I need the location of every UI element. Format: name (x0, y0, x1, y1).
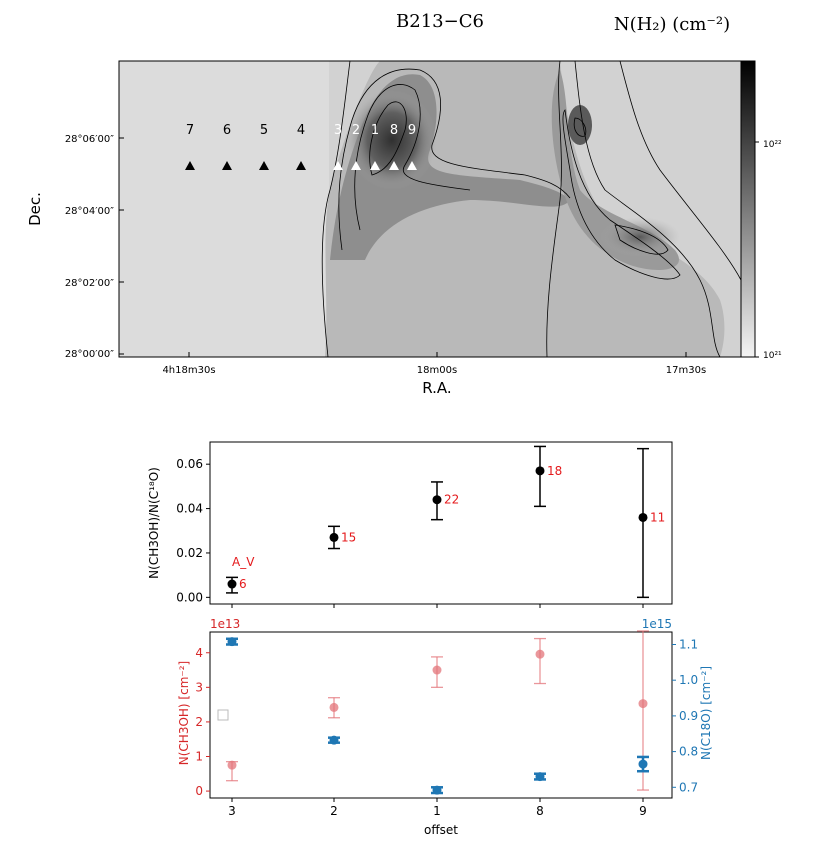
data-point (638, 759, 648, 769)
offset-marker-label: 1 (371, 123, 379, 138)
offset-axis-label: offset (424, 823, 458, 837)
ra-tick: 17m30s (666, 365, 706, 376)
offset-marker-label: 6 (223, 123, 231, 138)
right-y-tick-label: 1.0 (679, 673, 698, 687)
offset-marker (333, 161, 343, 170)
x-tick-label: 9 (639, 804, 647, 818)
offset-marker (185, 161, 195, 170)
map-panel: B213−C6 N(H₂) (cm⁻²) (26, 11, 782, 397)
left-scale-label: 1e13 (210, 617, 240, 631)
data-point (432, 495, 442, 505)
column-density-plot-area: 0 1 2 3 4 0.7 0.8 0.9 1.0 1.1 3 2 1 8 9 (195, 630, 698, 818)
offset-marker-label: 4 (297, 123, 305, 138)
data-point (535, 772, 545, 782)
data-point (329, 532, 339, 542)
av-value-label: 6 (239, 577, 247, 591)
offset-marker (351, 161, 361, 170)
data-point (535, 466, 545, 476)
left-y-tick-label: 2 (195, 715, 203, 729)
dec-tick: 28°00′00″ (65, 349, 114, 360)
offset-marker (389, 161, 399, 170)
dec-tick: 28°04′00″ (65, 206, 114, 217)
offset-marker-label: 5 (260, 123, 268, 138)
av-value-label: 15 (341, 530, 356, 544)
data-point (535, 649, 545, 659)
left-y-tick-label: 3 (195, 680, 203, 694)
left-y-tick-label: 1 (195, 750, 203, 764)
x-tick-label: 8 (536, 804, 544, 818)
data-point (329, 735, 339, 745)
ratio-plot-area: 0.00 0.02 0.04 0.06 6 15 22 18 11 (176, 445, 665, 608)
right-axis-label: N(C18O) [cm⁻²] (699, 666, 713, 760)
y-tick-label: 0.02 (176, 546, 203, 560)
offset-marker-label: 2 (352, 123, 360, 138)
dec-tick: 28°06′00″ (65, 134, 114, 145)
ratio-axis-label: N(CH3OH)/N(C¹⁸O) (147, 467, 161, 579)
offset-marker-label: 8 (390, 123, 398, 138)
offset-marker (296, 161, 306, 170)
right-y-tick-label: 1.1 (679, 637, 698, 651)
column-density-panel: 1e13 1e15 N(CH3OH) [cm⁻²] N(C18O) [cm⁻²]… (177, 617, 713, 837)
av-value-label: 11 (650, 510, 665, 524)
offset-marker (407, 161, 417, 170)
x-tick-label: 1 (433, 804, 441, 818)
ra-tick: 4h18m30s (162, 365, 215, 376)
x-tick-label: 2 (330, 804, 338, 818)
ra-axis-label: R.A. (422, 379, 451, 397)
colorbar (740, 60, 756, 358)
right-scale-label: 1e15 (642, 617, 672, 631)
data-point (638, 512, 648, 522)
data-point (638, 699, 648, 709)
offset-marker-label: 3 (334, 123, 342, 138)
right-y-tick-label: 0.8 (679, 745, 698, 759)
y-tick-label: 0.00 (176, 590, 203, 604)
map-title: B213−C6 (396, 11, 484, 32)
colorbar-tick: 10²² (763, 140, 782, 150)
left-axis-label: N(CH3OH) [cm⁻²] (177, 661, 191, 765)
data-point (227, 579, 237, 589)
legend-box (217, 709, 229, 721)
dec-axis-label: Dec. (26, 192, 44, 226)
data-point (227, 760, 237, 770)
data-point (432, 665, 442, 675)
av-value-label: 22 (444, 493, 459, 507)
ratio-panel: N(CH3OH)/N(C¹⁸O) A_V 0.00 0.02 0.04 0.06 6 15… (147, 441, 673, 608)
y-tick-label: 0.04 (176, 502, 203, 516)
dec-tick: 28°02′00″ (65, 278, 114, 289)
offset-marker (222, 161, 232, 170)
right-y-tick-label: 0.9 (679, 709, 698, 723)
x-tick-label: 3 (228, 804, 236, 818)
offset-marker-label: 9 (408, 123, 416, 138)
data-point (329, 702, 339, 712)
ra-tick: 18m00s (417, 365, 457, 376)
left-y-tick-label: 0 (195, 784, 203, 798)
offset-marker (259, 161, 269, 170)
data-point (432, 785, 442, 795)
y-tick-label: 0.06 (176, 457, 203, 471)
offset-marker (370, 161, 380, 170)
colorbar-label: N(H₂) (cm⁻²) (614, 14, 730, 35)
av-value-label: 18 (547, 464, 562, 478)
data-point (227, 637, 237, 647)
left-y-tick-label: 4 (195, 646, 203, 660)
offset-marker-label: 7 (186, 123, 194, 138)
av-annotation: A_V (232, 555, 255, 569)
colorbar-tick: 10²¹ (763, 351, 782, 361)
column-density-map (119, 61, 741, 357)
right-y-tick-label: 0.7 (679, 780, 698, 794)
